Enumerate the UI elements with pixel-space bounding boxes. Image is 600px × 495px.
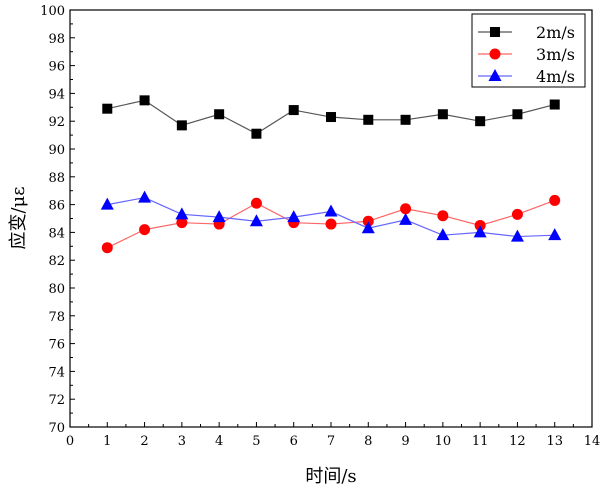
data-point — [326, 112, 336, 123]
y-tick-label: 76 — [48, 338, 65, 353]
data-point — [361, 221, 375, 234]
data-point — [139, 95, 150, 106]
x-tick-label: 7 — [327, 434, 335, 449]
x-tick-label: 14 — [584, 434, 600, 449]
y-tick-label: 90 — [48, 143, 65, 158]
data-point — [176, 217, 188, 229]
y-tick-label: 78 — [48, 310, 65, 325]
data-point — [511, 208, 523, 220]
legend: 2m/s 3m/s 4m/s — [471, 13, 586, 88]
y-tick-label: 84 — [48, 226, 65, 241]
data-point — [287, 210, 301, 223]
y-tick-label: 92 — [48, 115, 65, 130]
data-point — [363, 114, 374, 125]
x-tick-label: 1 — [103, 434, 111, 449]
data-point — [510, 229, 524, 242]
series-2m/s — [102, 95, 560, 139]
x-tick-label: 11 — [472, 434, 489, 449]
data-point — [250, 197, 262, 209]
data-point — [214, 109, 225, 120]
legend-entry: 2m/s — [478, 23, 575, 42]
legend-label: 3m/s — [536, 45, 575, 64]
data-point — [548, 228, 562, 241]
data-point — [437, 210, 449, 222]
legend-marker — [490, 27, 500, 37]
data-point — [100, 197, 114, 210]
y-tick-label: 72 — [48, 393, 65, 408]
data-point — [437, 109, 448, 120]
data-point — [138, 190, 152, 203]
data-point — [399, 212, 413, 225]
x-tick-label: 5 — [252, 434, 260, 449]
y-tick-label: 94 — [48, 87, 65, 102]
series-3m/s — [101, 194, 561, 254]
y-tick-label: 98 — [48, 32, 65, 47]
data-point — [212, 210, 226, 223]
legend-label: 4m/s — [536, 67, 575, 86]
data-point — [324, 204, 338, 217]
data-point — [475, 116, 486, 127]
y-tick-label: 86 — [48, 199, 65, 214]
y-tick-label: 80 — [48, 282, 65, 297]
data-point — [101, 242, 113, 254]
data-point — [249, 214, 263, 227]
data-point — [549, 194, 561, 206]
data-point — [400, 203, 412, 215]
y-tick-label: 100 — [40, 4, 65, 19]
x-tick-label: 2 — [140, 434, 148, 449]
y-tick-label: 74 — [48, 365, 65, 380]
x-tick-label: 12 — [509, 434, 526, 449]
legend-marker — [488, 69, 502, 81]
x-tick-label: 6 — [290, 434, 298, 449]
x-tick-label: 3 — [178, 434, 186, 449]
data-point — [400, 114, 411, 125]
data-point — [325, 218, 337, 230]
data-point — [473, 225, 487, 238]
y-tick-label: 70 — [48, 421, 65, 436]
data-point — [176, 120, 187, 131]
legend-entry: 4m/s — [478, 67, 575, 86]
x-tick-label: 0 — [66, 434, 74, 449]
data-point — [436, 228, 450, 241]
data-point — [175, 207, 189, 220]
series-4m/s — [100, 190, 562, 242]
data-point — [139, 224, 151, 236]
x-tick-label: 10 — [435, 434, 452, 449]
data-point — [512, 109, 523, 120]
series-line — [107, 197, 555, 238]
x-tick-label: 9 — [401, 434, 409, 449]
data-point — [288, 105, 299, 116]
y-axis-label: 应变/με — [8, 186, 29, 249]
x-tick-label: 13 — [546, 434, 563, 449]
y-tick-label: 96 — [48, 60, 65, 75]
legend-marker — [489, 48, 501, 60]
y-tick-label: 88 — [48, 171, 65, 186]
y-tick-label: 82 — [48, 254, 65, 269]
data-point — [102, 103, 113, 114]
x-axis-label: 时间/s — [305, 466, 356, 487]
x-tick-label: 8 — [364, 434, 372, 449]
data-point — [251, 128, 262, 139]
x-tick-label: 4 — [215, 434, 223, 449]
data-point — [549, 99, 560, 110]
legend-label: 2m/s — [536, 23, 575, 42]
legend-entry: 3m/s — [478, 45, 575, 64]
